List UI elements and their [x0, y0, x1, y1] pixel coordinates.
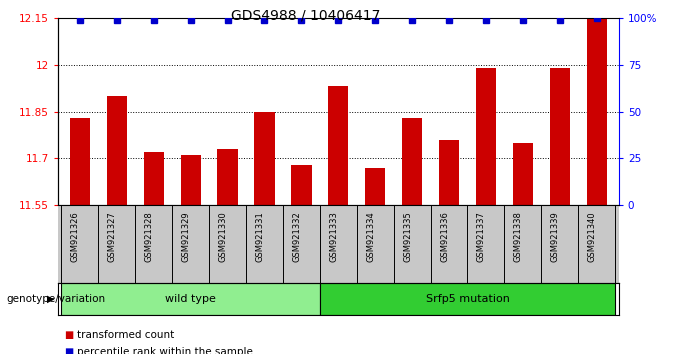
Text: percentile rank within the sample: percentile rank within the sample	[77, 347, 253, 354]
Bar	[549, 68, 570, 205]
Bar	[291, 165, 311, 205]
Bar	[70, 118, 90, 205]
Bar	[320, 283, 615, 315]
Text: GSM921333: GSM921333	[329, 212, 339, 262]
Text: GSM921329: GSM921329	[182, 212, 190, 262]
Text: GSM921340: GSM921340	[588, 212, 596, 262]
Bar	[180, 155, 201, 205]
Text: GSM921338: GSM921338	[514, 212, 523, 262]
Text: GSM921336: GSM921336	[440, 212, 449, 262]
Bar	[107, 96, 127, 205]
Bar	[439, 139, 459, 205]
Bar	[476, 68, 496, 205]
Bar	[143, 152, 164, 205]
Bar	[328, 86, 348, 205]
Text: GSM921332: GSM921332	[292, 212, 301, 262]
Text: GSM921337: GSM921337	[477, 212, 486, 262]
Bar	[587, 18, 607, 205]
Text: GSM921330: GSM921330	[218, 212, 228, 262]
Text: GSM921335: GSM921335	[403, 212, 412, 262]
Text: Srfp5 mutation: Srfp5 mutation	[426, 294, 509, 304]
Text: ■: ■	[65, 330, 74, 339]
Text: GSM921339: GSM921339	[551, 212, 560, 262]
Text: ▶: ▶	[47, 294, 54, 304]
Bar	[402, 118, 422, 205]
Text: GSM921328: GSM921328	[145, 212, 154, 262]
Bar	[61, 283, 320, 315]
Text: genotype/variation: genotype/variation	[7, 294, 106, 304]
Bar	[254, 112, 275, 205]
Text: wild type: wild type	[165, 294, 216, 304]
Text: GSM921326: GSM921326	[71, 212, 80, 262]
Bar	[218, 149, 238, 205]
Text: GDS4988 / 10406417: GDS4988 / 10406417	[231, 9, 381, 23]
Bar	[365, 168, 386, 205]
Bar	[513, 143, 533, 205]
Text: ■: ■	[65, 347, 74, 354]
Text: GSM921327: GSM921327	[108, 212, 117, 262]
Text: GSM921334: GSM921334	[367, 212, 375, 262]
Text: transformed count: transformed count	[77, 330, 174, 339]
Text: GSM921331: GSM921331	[256, 212, 265, 262]
